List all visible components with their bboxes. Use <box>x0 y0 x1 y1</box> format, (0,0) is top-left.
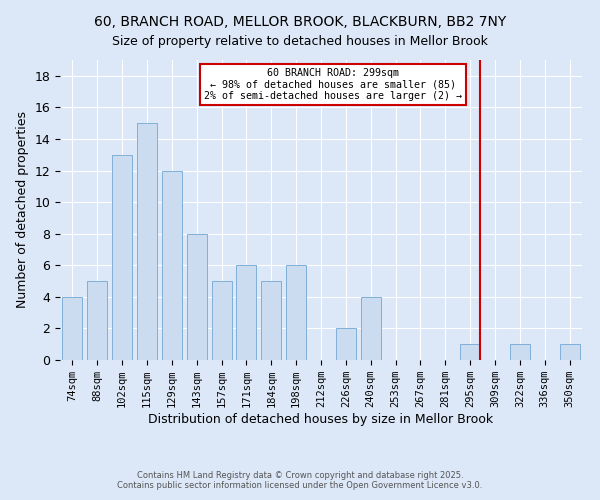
Bar <box>187 234 206 360</box>
X-axis label: Distribution of detached houses by size in Mellor Brook: Distribution of detached houses by size … <box>148 413 494 426</box>
Bar <box>286 266 306 360</box>
Y-axis label: Number of detached properties: Number of detached properties <box>16 112 29 308</box>
Bar <box>460 344 480 360</box>
Bar <box>112 154 132 360</box>
Bar <box>137 123 157 360</box>
Text: 60 BRANCH ROAD: 299sqm
← 98% of detached houses are smaller (85)
2% of semi-deta: 60 BRANCH ROAD: 299sqm ← 98% of detached… <box>205 68 463 101</box>
Bar <box>262 281 281 360</box>
Text: Contains HM Land Registry data © Crown copyright and database right 2025.
Contai: Contains HM Land Registry data © Crown c… <box>118 470 482 490</box>
Bar <box>361 297 380 360</box>
Bar <box>510 344 530 360</box>
Bar <box>162 170 182 360</box>
Text: 60, BRANCH ROAD, MELLOR BROOK, BLACKBURN, BB2 7NY: 60, BRANCH ROAD, MELLOR BROOK, BLACKBURN… <box>94 15 506 29</box>
Text: Size of property relative to detached houses in Mellor Brook: Size of property relative to detached ho… <box>112 35 488 48</box>
Bar <box>88 281 107 360</box>
Bar <box>62 297 82 360</box>
Bar <box>336 328 356 360</box>
Bar <box>212 281 232 360</box>
Bar <box>560 344 580 360</box>
Bar <box>236 266 256 360</box>
